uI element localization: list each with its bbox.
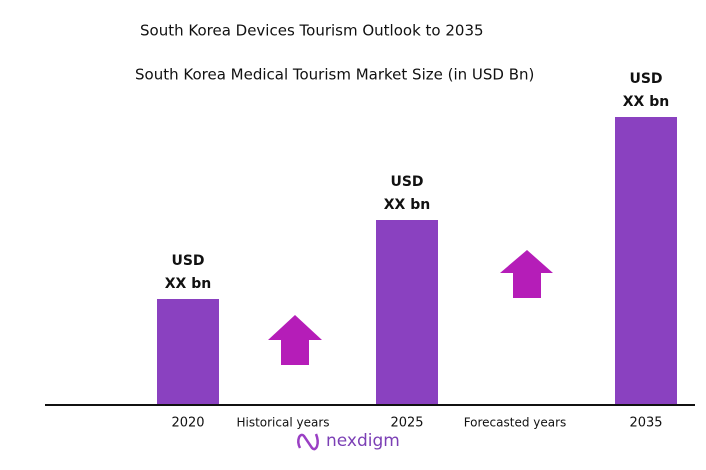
value-label: XX bn [384, 197, 430, 213]
bar [615, 117, 677, 404]
value-label: XX bn [623, 94, 669, 110]
x-tick-label: 2035 [629, 416, 662, 431]
logo: nexdigm [326, 431, 400, 451]
value-label: USD [390, 174, 423, 190]
bar [157, 299, 219, 404]
period-label: Historical years [236, 416, 329, 430]
chart-subtitle: South Korea Medical Tourism Market Size … [135, 66, 534, 84]
value-label: USD [629, 71, 662, 87]
growth-arrow [500, 250, 553, 298]
period-label: Forecasted years [464, 416, 567, 430]
chart-title: South Korea Devices Tourism Outlook to 2… [140, 22, 484, 40]
value-label: USD [171, 253, 204, 269]
value-label: XX bn [165, 276, 211, 292]
growth-arrow [268, 315, 322, 365]
logo-icon [297, 433, 319, 451]
bar [376, 220, 438, 404]
x-tick-label: 2025 [390, 416, 423, 431]
x-tick-label: 2020 [171, 416, 204, 431]
